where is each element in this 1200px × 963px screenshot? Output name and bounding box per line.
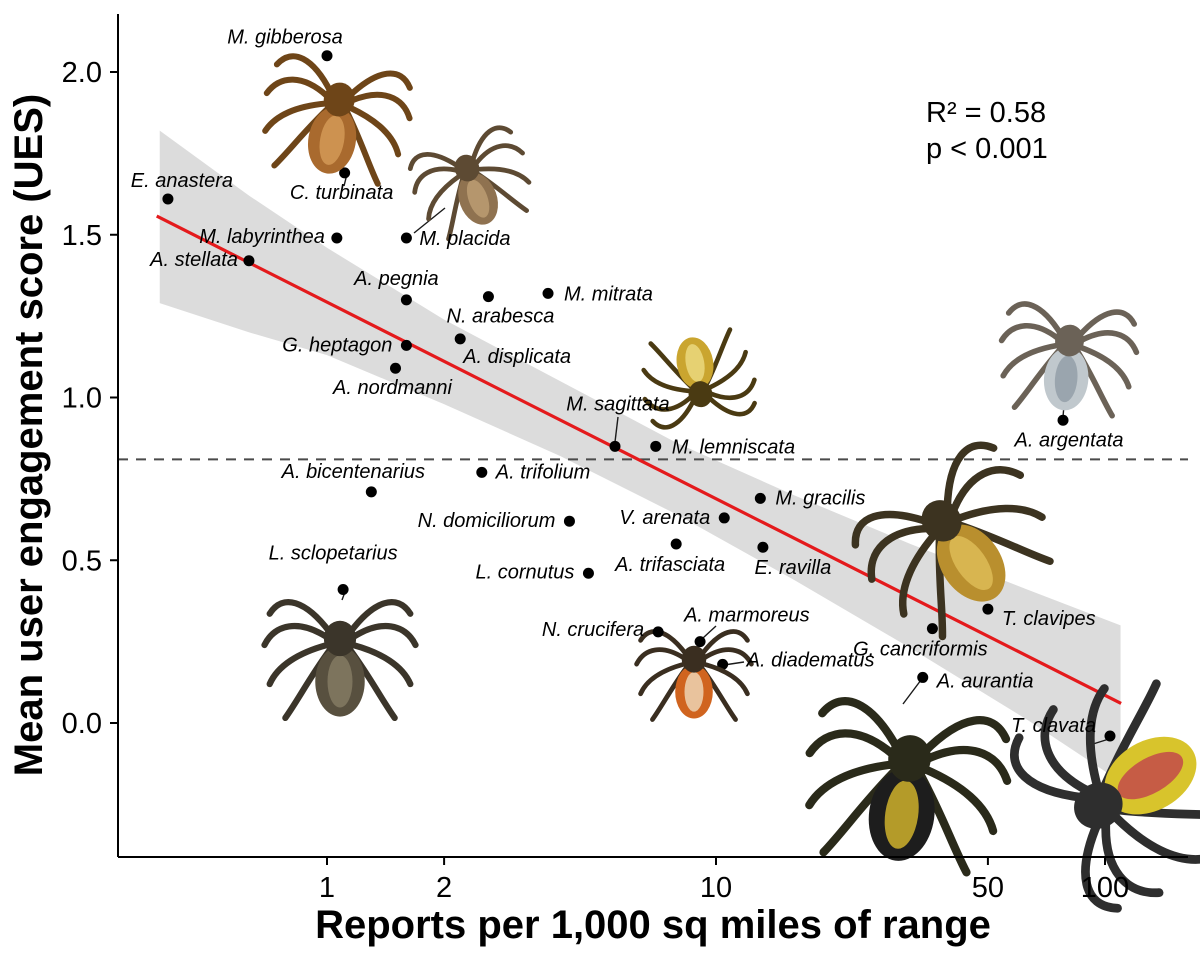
spider-photo-a-aurantia: [805, 697, 1012, 877]
species-label-g-heptagon: G. heptagon: [282, 334, 392, 356]
spider-photo-l-sclopetarius: [261, 599, 419, 722]
species-label-g-cancriformis: G. cancriformis: [853, 639, 987, 661]
x-tick-label-2: 2: [436, 872, 452, 904]
species-label-e-anastera: E. anastera: [131, 170, 233, 192]
spider-photo-t-clavata: [1010, 679, 1200, 913]
data-point-a-trifolium: [476, 466, 488, 478]
species-label-m-lemniscata: M. lemniscata: [672, 436, 795, 458]
species-label-n-domiciliorum: N. domiciliorum: [418, 510, 556, 532]
data-point-e-ravilla: [757, 541, 769, 553]
x-tick-label-10: 10: [700, 872, 732, 904]
data-point-m-sagittata: [609, 440, 621, 452]
species-label-m-labyrinthea: M. labyrinthea: [199, 226, 325, 248]
species-label-c-turbinata: C. turbinata: [290, 182, 393, 204]
data-point-n-domiciliorum: [563, 515, 575, 527]
species-label-e-ravilla: E. ravilla: [755, 557, 832, 579]
species-label-a-aurantia: A. aurantia: [936, 670, 1034, 692]
spider-photo-c-turbinata: [262, 53, 413, 187]
species-label-n-arabesca: N. arabesca: [447, 306, 555, 328]
y-tick-label-2.0: 2.0: [62, 57, 102, 89]
y-axis-title: Mean user engagement score (UES): [7, 94, 51, 776]
x-tick-label-1: 1: [319, 872, 335, 904]
species-label-a-trifolium: A. trifolium: [495, 461, 590, 483]
confidence-band: [159, 130, 1121, 782]
data-point-a-displicata: [454, 333, 466, 345]
data-point-c-turbinata: [339, 167, 351, 179]
species-label-m-gracilis: M. gracilis: [775, 487, 865, 509]
data-point-a-stellata: [243, 255, 255, 267]
r-squared-annotation: R² = 0.58: [926, 97, 1046, 129]
y-tick-label-1.0: 1.0: [62, 383, 102, 415]
data-point-m-gibberosa: [321, 50, 333, 62]
species-label-v-arenata: V. arenata: [619, 507, 710, 529]
species-label-n-crucifera: N. crucifera: [542, 619, 644, 641]
data-point-a-nordmanni: [389, 362, 401, 374]
data-point-e-anastera: [162, 193, 174, 205]
x-tick-label-100: 100: [1081, 872, 1129, 904]
species-label-a-diadematus: A. diadematus: [746, 649, 875, 671]
data-point-m-labyrinthea: [331, 232, 343, 244]
spider-photo-m-placida: [407, 125, 532, 242]
data-point-n-crucifera: [652, 626, 664, 638]
species-label-a-bicentenarius: A. bicentenarius: [281, 461, 425, 483]
species-label-m-mitrata: M. mitrata: [564, 283, 653, 305]
x-tick-label-50: 50: [972, 872, 1004, 904]
data-point-v-arenata: [718, 512, 730, 524]
species-label-l-cornutus: L. cornutus: [475, 561, 574, 583]
species-label-t-clavata: T. clavata: [1011, 715, 1096, 737]
data-point-a-pegnia: [400, 294, 412, 306]
leader-line-2: [614, 416, 619, 443]
data-point-m-placida: [400, 232, 412, 244]
data-point-t-clavipes: [982, 603, 994, 615]
species-label-a-displicata: A. displicata: [462, 346, 571, 368]
species-label-m-gibberosa: M. gibberosa: [227, 27, 343, 49]
species-label-a-marmoreus: A. marmoreus: [683, 605, 810, 627]
data-point-m-gracilis: [754, 492, 766, 504]
data-point-a-marmoreus: [694, 636, 706, 648]
data-point-n-arabesca: [482, 291, 494, 303]
spider-photo-a-argentata: [998, 301, 1140, 419]
leader-line-4: [702, 625, 717, 639]
regression-line: [156, 214, 1122, 705]
x-axis-title: Reports per 1,000 sq miles of range: [315, 903, 991, 947]
data-point-l-sclopetarius: [337, 584, 349, 596]
data-point-g-heptagon: [400, 339, 412, 351]
species-label-a-trifasciata: A. trifasciata: [614, 554, 725, 576]
species-label-a-nordmanni: A. nordmanni: [332, 377, 453, 399]
p-value-annotation: p < 0.001: [926, 133, 1048, 165]
data-point-a-trifasciata: [670, 538, 682, 550]
species-label-a-pegnia: A. pegnia: [353, 268, 439, 290]
data-point-m-lemniscata: [650, 440, 662, 452]
data-point-a-bicentenarius: [365, 486, 377, 498]
species-label-a-argentata: A. argentata: [1014, 429, 1124, 451]
data-point-m-mitrata: [542, 287, 554, 299]
species-label-l-sclopetarius: L. sclopetarius: [269, 543, 398, 565]
species-label-m-placida: M. placida: [419, 228, 510, 250]
spider-photo-m-sagittata: [641, 327, 757, 430]
data-point-g-cancriformis: [926, 623, 938, 635]
data-point-l-cornutus: [582, 567, 594, 579]
species-label-m-sagittata: M. sagittata: [566, 393, 669, 415]
species-label-t-clavipes: T. clavipes: [1002, 608, 1096, 630]
data-point-a-argentata: [1057, 414, 1069, 426]
species-label-a-stellata: A. stellata: [149, 249, 238, 271]
y-tick-label-1.5: 1.5: [62, 220, 102, 252]
data-point-a-aurantia: [917, 671, 929, 683]
spider-photo-t-clavipes: [851, 441, 1054, 641]
y-tick-label-0.5: 0.5: [62, 545, 102, 577]
data-point-t-clavata: [1104, 730, 1116, 742]
y-tick-label-0.0: 0.0: [62, 708, 102, 740]
leader-line-6: [902, 679, 922, 705]
